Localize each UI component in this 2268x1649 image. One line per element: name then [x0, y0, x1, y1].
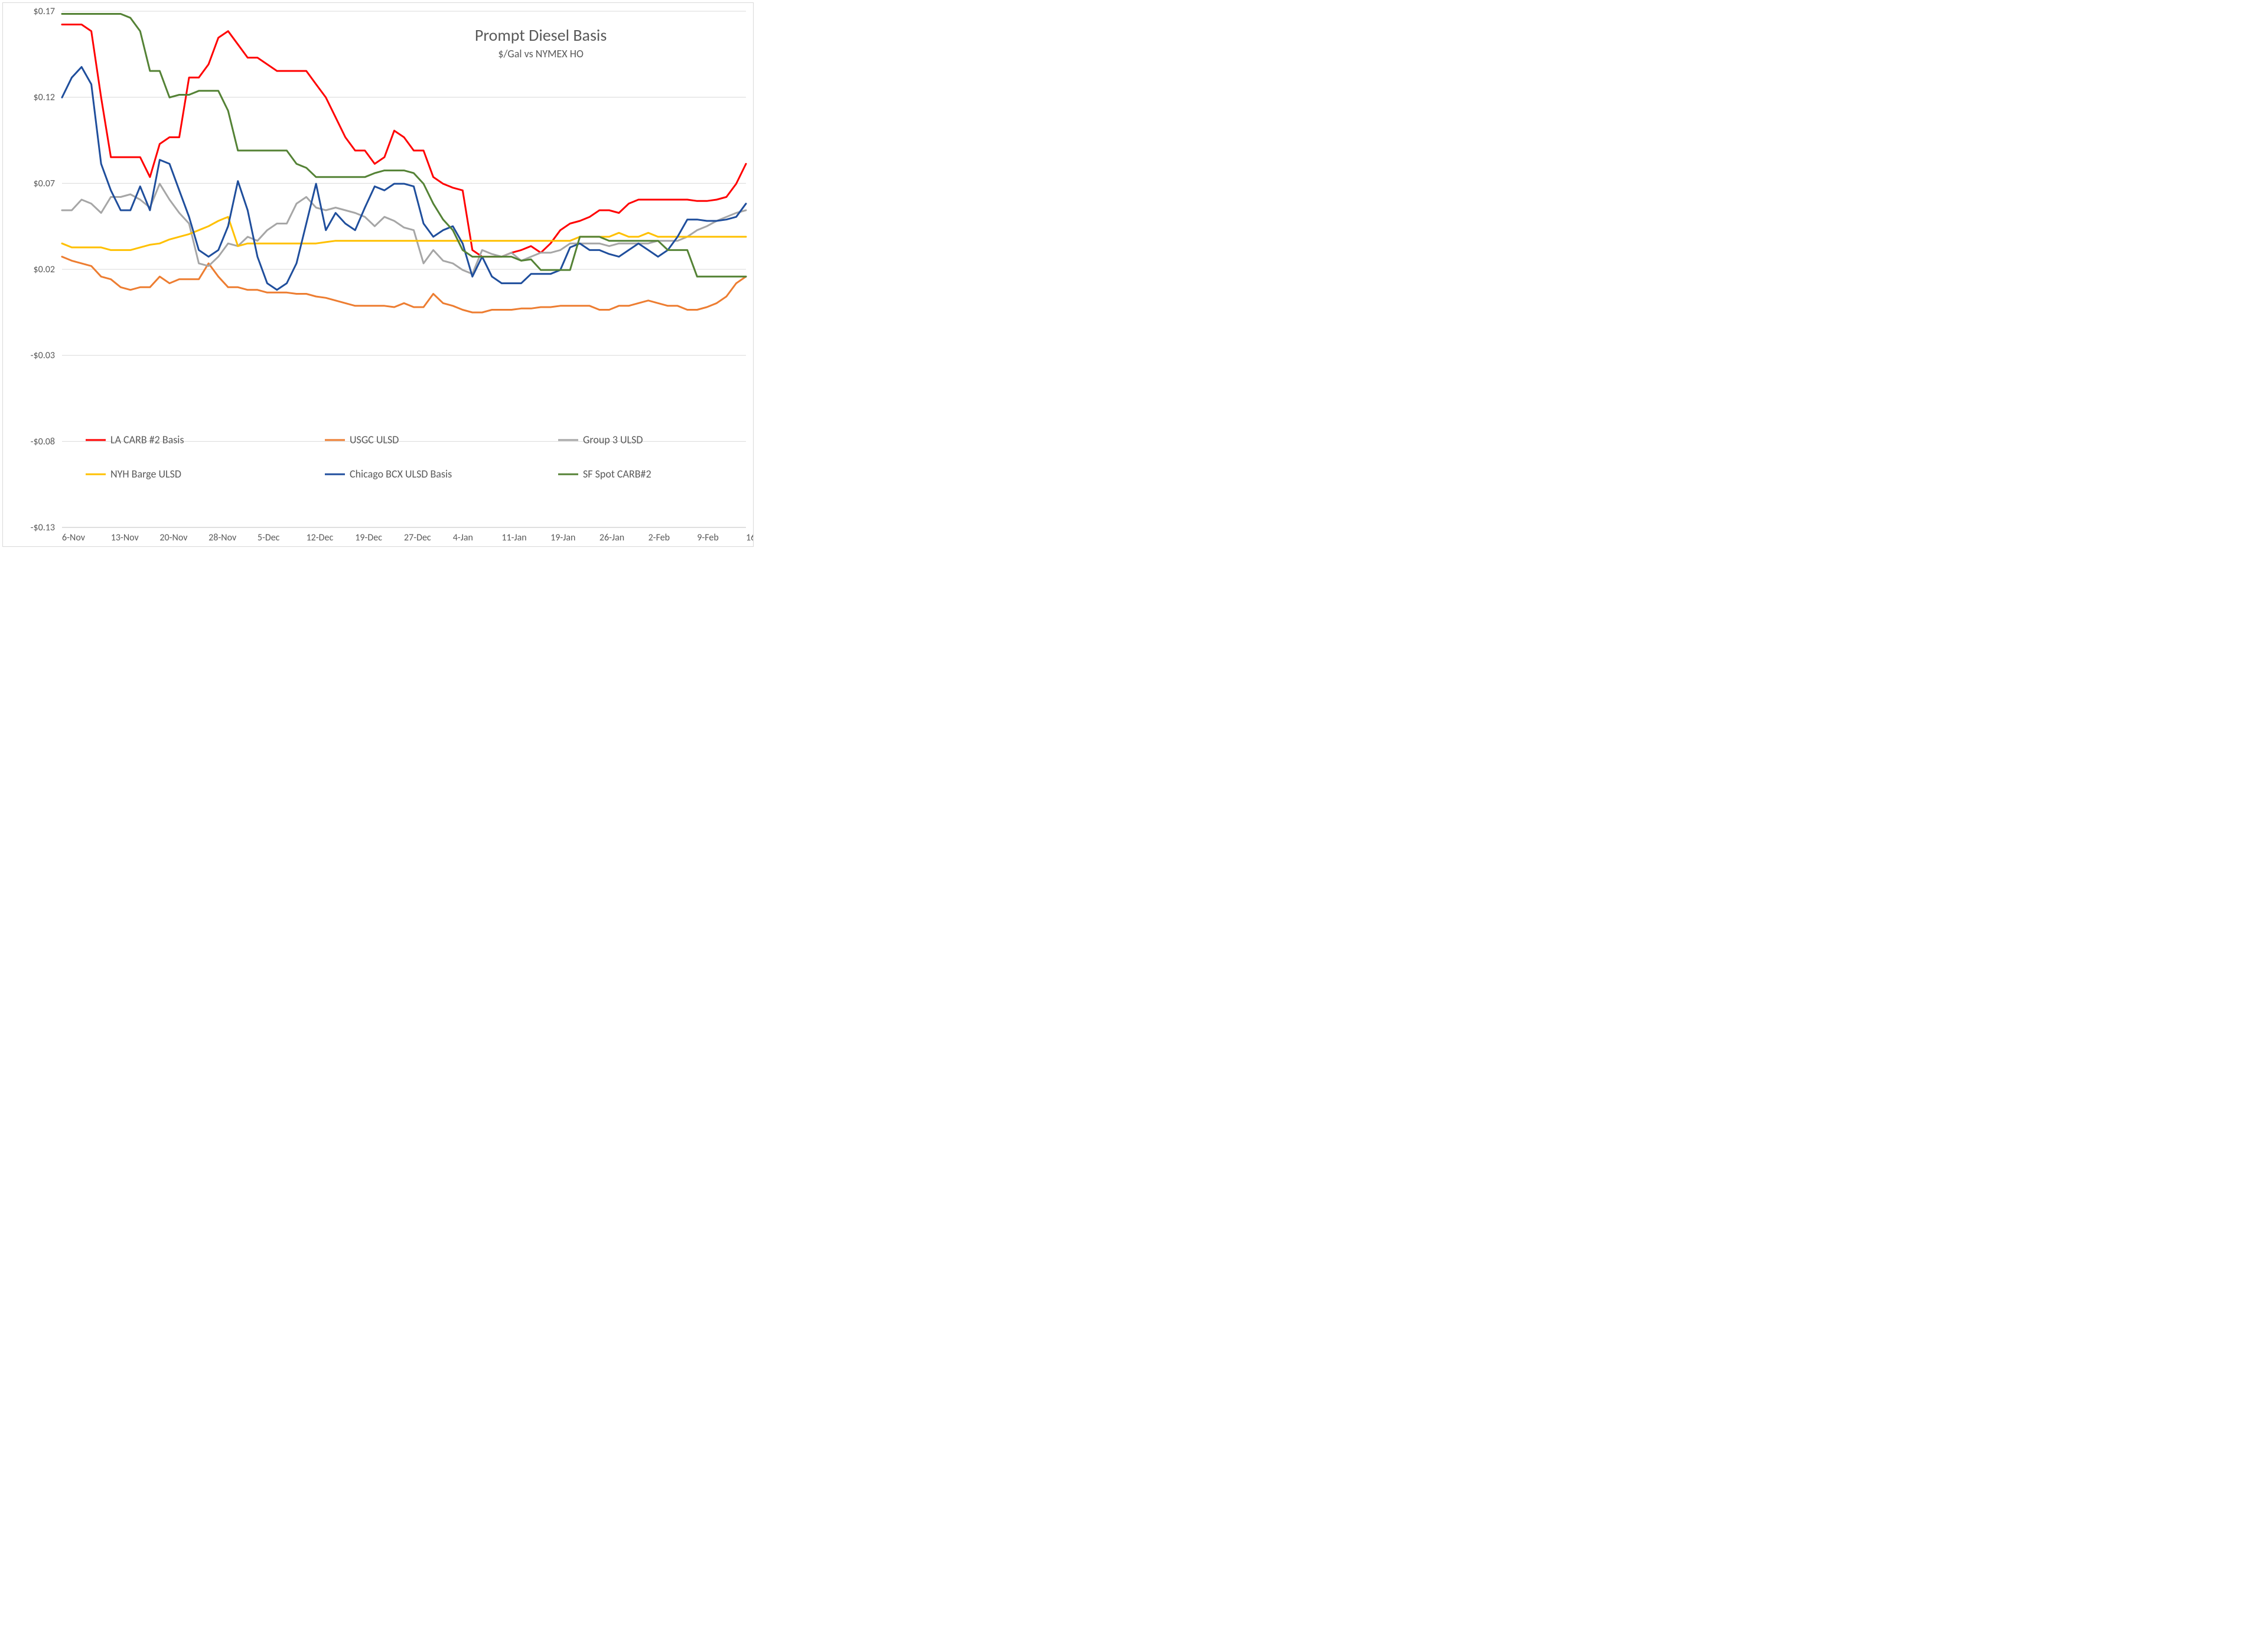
y-axis-tick-label: $0.17 [34, 6, 55, 17]
series-line [62, 67, 746, 289]
series-line [62, 184, 746, 274]
series-line [62, 257, 746, 312]
x-axis-tick-label: 20-Nov [159, 532, 188, 543]
y-axis-tick-label: $0.02 [34, 264, 55, 275]
line-chart: -$0.13 -$0.08 -$0.03 $0.02 $0.07 $0.12 $0.17 6-… [3, 3, 753, 546]
x-axis-tick-label: 4-Jan [453, 532, 473, 543]
y-axis-tick-label: $0.12 [34, 92, 55, 103]
series-line [62, 25, 746, 257]
x-axis-tick-label: 6-Nov [62, 532, 86, 543]
x-axis-tick-label: 28-Nov [208, 532, 237, 543]
legend-label: Group 3 ULSD [583, 433, 643, 446]
y-axis-tick-label: -$0.08 [31, 436, 55, 447]
y-axis-tick-label: -$0.03 [31, 350, 55, 361]
x-axis-tick-label: 16-Feb [746, 532, 753, 543]
x-axis-tick-label: 19-Dec [355, 532, 382, 543]
legend-label: NYH Barge ULSD [110, 467, 181, 480]
x-axis-tick-label: 27-Dec [404, 532, 431, 543]
x-axis-tick-label: 5-Dec [258, 532, 280, 543]
x-axis-tick-label: 2-Feb [649, 532, 670, 543]
chart-title: Prompt Diesel Basis [475, 25, 607, 45]
series-line [62, 217, 746, 250]
x-axis-tick-label: 26-Jan [599, 532, 624, 543]
chart-frame: -$0.13 -$0.08 -$0.03 $0.02 $0.07 $0.12 $0.17 6-… [2, 2, 754, 547]
legend-label: USGC ULSD [350, 433, 399, 446]
y-axis-tick-label: $0.07 [34, 178, 55, 189]
x-axis-tick-label: 12-Dec [307, 532, 334, 543]
x-axis-tick-label: 11-Jan [501, 532, 526, 543]
x-axis-tick-label: 13-Nov [111, 532, 139, 543]
legend-label: SF Spot CARB#2 [583, 467, 651, 480]
series-line [62, 14, 746, 277]
legend-label: LA CARB #2 Basis [110, 433, 184, 446]
x-axis-tick-label: 19-Jan [550, 532, 575, 543]
y-axis-tick-label: -$0.13 [31, 522, 55, 533]
x-axis-tick-label: 9-Feb [697, 532, 719, 543]
legend-label: Chicago BCX ULSD Basis [350, 467, 452, 480]
chart-subtitle: $/Gal vs NYMEX HO [498, 47, 584, 60]
chart-container: -$0.13 -$0.08 -$0.03 $0.02 $0.07 $0.12 $0.17 6-… [0, 0, 756, 549]
